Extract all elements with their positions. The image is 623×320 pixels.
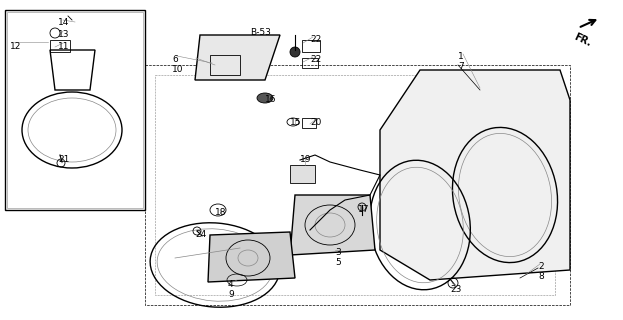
Text: 24: 24 — [195, 230, 206, 239]
Text: 6: 6 — [172, 55, 178, 64]
Ellipse shape — [290, 47, 300, 57]
Text: 4: 4 — [228, 280, 234, 289]
Bar — [5, 10, 145, 210]
Polygon shape — [290, 195, 375, 255]
Bar — [302, 58, 318, 68]
Bar — [290, 165, 315, 183]
Text: 17: 17 — [358, 205, 369, 214]
Text: 5: 5 — [335, 258, 341, 267]
Text: 14: 14 — [58, 18, 69, 27]
Text: 19: 19 — [300, 155, 312, 164]
Text: 7: 7 — [458, 62, 464, 71]
Text: 8: 8 — [538, 272, 544, 281]
Text: 10: 10 — [172, 65, 184, 74]
Bar — [7, 12, 143, 208]
Text: 21: 21 — [58, 155, 69, 164]
Text: 22: 22 — [310, 35, 321, 44]
Bar — [210, 55, 240, 75]
Text: 15: 15 — [290, 118, 302, 127]
Text: 18: 18 — [215, 208, 227, 217]
Polygon shape — [208, 232, 295, 282]
Text: 12: 12 — [10, 42, 21, 51]
Text: 16: 16 — [265, 95, 277, 104]
Text: 22: 22 — [310, 55, 321, 64]
Text: 9: 9 — [228, 290, 234, 299]
Text: 3: 3 — [335, 248, 341, 257]
Text: 11: 11 — [58, 42, 70, 51]
Text: FR.: FR. — [572, 32, 592, 49]
Text: 2: 2 — [538, 262, 544, 271]
Bar — [302, 118, 316, 128]
Text: 13: 13 — [58, 30, 70, 39]
Text: 20: 20 — [310, 118, 321, 127]
Bar — [50, 40, 70, 52]
Text: B-53: B-53 — [250, 28, 271, 37]
Text: 23: 23 — [450, 285, 462, 294]
Bar — [302, 40, 320, 52]
Ellipse shape — [257, 93, 273, 103]
Polygon shape — [195, 35, 280, 80]
Text: 1: 1 — [458, 52, 464, 61]
Polygon shape — [380, 70, 570, 280]
